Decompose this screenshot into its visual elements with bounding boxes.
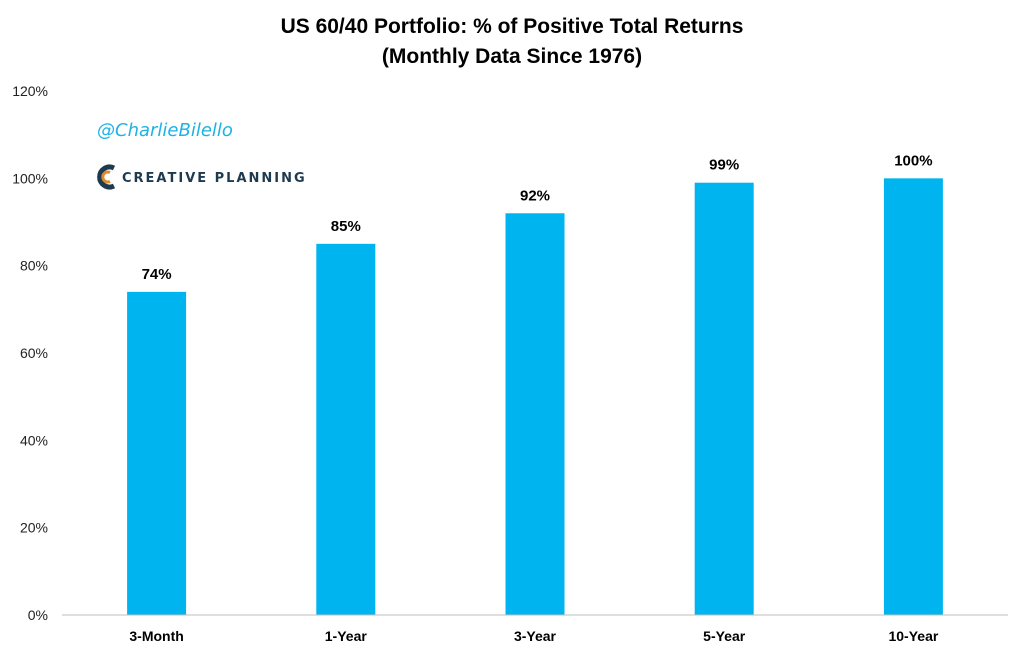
bar-value-label: 74% (142, 266, 172, 283)
bar (316, 243, 376, 616)
data-labels: 74% 85% 92% 99% 100% (142, 152, 933, 283)
x-category-label: 1-Year (325, 628, 368, 644)
bar-value-label: 85% (331, 218, 361, 235)
creative-planning-logo: CREATIVE PLANNING (97, 164, 307, 190)
y-tick-label: 40% (20, 432, 48, 448)
bar-value-label: 99% (709, 157, 739, 174)
y-tick-label: 0% (28, 607, 48, 623)
bar (127, 291, 187, 615)
chart-title: US 60/40 Portfolio: % of Positive Total … (281, 15, 744, 38)
y-tick-label: 80% (20, 258, 48, 274)
y-axis-tick-labels: 0% 20% 40% 60% 80% 100% 120% (12, 83, 48, 623)
bar (505, 213, 565, 615)
twitter-handle-watermark: @CharlieBilello (97, 120, 233, 141)
y-tick-label: 120% (12, 83, 48, 99)
bar-value-label: 92% (520, 187, 550, 204)
bars (127, 178, 943, 616)
x-category-label: 5-Year (703, 628, 746, 644)
x-category-label: 10-Year (888, 628, 938, 644)
y-tick-label: 100% (12, 170, 48, 186)
bar-value-label: 100% (894, 152, 932, 169)
y-tick-label: 20% (20, 520, 48, 536)
x-axis-category-labels: 3-Month 1-Year 3-Year 5-Year 10-Year (129, 628, 938, 644)
bar (883, 178, 943, 616)
x-category-label: 3-Year (514, 628, 557, 644)
y-tick-label: 60% (20, 345, 48, 361)
chart-subtitle: (Monthly Data Since 1976) (382, 45, 642, 68)
brand-name: CREATIVE PLANNING (122, 171, 307, 186)
x-category-label: 3-Month (129, 628, 183, 644)
bar (694, 182, 754, 615)
creative-planning-logo-icon (97, 164, 116, 190)
